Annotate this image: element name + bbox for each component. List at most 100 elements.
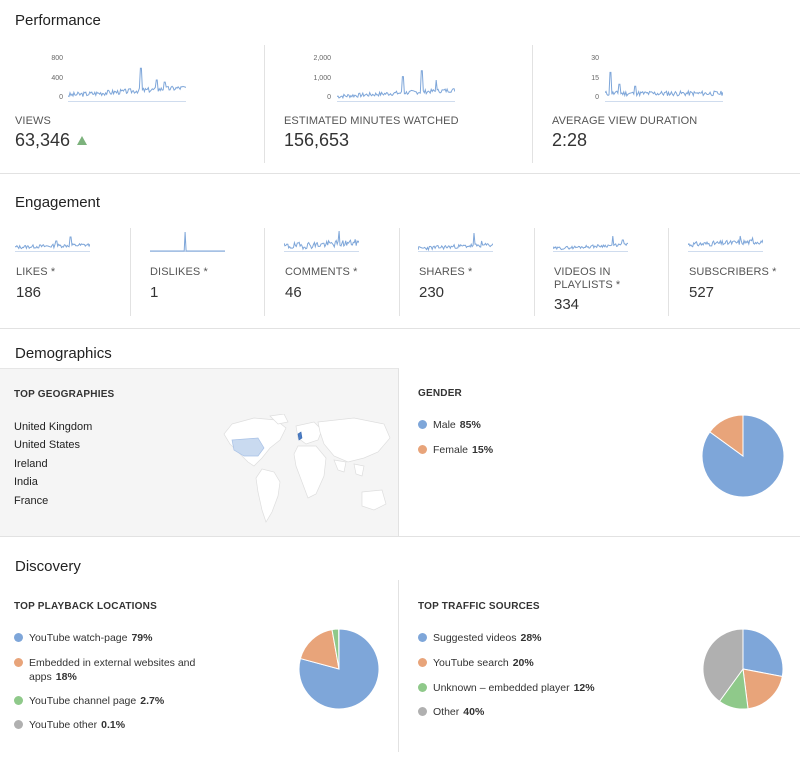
geo-item: Ireland (14, 458, 48, 470)
legend-label: Unknown – embedded player (433, 682, 570, 694)
legend-label: Female (433, 444, 469, 456)
duration-value: 2:28 (552, 130, 588, 150)
pie-slice-suggested-videos[interactable] (742, 629, 783, 678)
gender-legend-male[interactable]: Male 85% (418, 418, 481, 432)
sparkline-series (553, 235, 628, 251)
views-value: 63,346 (15, 130, 88, 151)
dislikes-value: 1 (150, 284, 159, 301)
sparkline-series (605, 71, 723, 98)
engagement-title: Engagement (15, 194, 101, 211)
shares-sparkline (418, 232, 493, 252)
playlists-value: 334 (554, 296, 580, 313)
gender-legend-female[interactable]: Female 15% (418, 443, 493, 457)
minutes-ytick-max: 2,000 (313, 55, 331, 62)
subscribers-sparkline (688, 235, 763, 252)
playback-legend-embedded[interactable]: Embedded in external websites and apps 18… (14, 656, 214, 684)
playlists-label: VIDEOS IN PLAYLISTS * (554, 266, 621, 291)
legend-dot-icon (418, 683, 427, 692)
views-ytick-mid: 400 (51, 75, 63, 82)
playback-pie-chart (299, 629, 379, 709)
duration-label: AVERAGE VIEW DURATION (552, 115, 698, 127)
pie-slice-embedded-in-external-websites-and-apps[interactable] (299, 629, 340, 670)
legend-dot-icon (14, 696, 23, 705)
sparkline-series (15, 236, 90, 250)
sparkline-series (68, 67, 186, 98)
legend-value: 12% (573, 682, 595, 694)
legend-label: YouTube search (433, 657, 509, 669)
likes-label: LIKES * (16, 266, 56, 278)
shares-label: SHARES * (419, 266, 473, 278)
legend-label: YouTube channel page (29, 695, 137, 707)
traffic-legend-suggested[interactable]: Suggested videos 28% (418, 631, 542, 645)
sparkline-series (688, 235, 763, 248)
legend-label: Suggested videos (433, 632, 517, 644)
legend-value: 15% (472, 444, 494, 456)
world-map (223, 414, 391, 523)
legend-dot-icon (14, 720, 23, 729)
legend-value: 40% (463, 706, 485, 718)
sparkline-series (337, 70, 455, 100)
traffic-legend-other[interactable]: Other 40% (418, 705, 484, 719)
minutes-ytick-min: 0 (327, 94, 331, 101)
sparkline-series (150, 231, 225, 252)
traffic-legend-search[interactable]: YouTube search 20% (418, 656, 534, 670)
duration-ytick-mid: 15 (591, 75, 599, 82)
playback-legend-watch-page[interactable]: YouTube watch-page 79% (14, 631, 152, 645)
legend-label: YouTube other (29, 719, 98, 731)
legend-dot-icon (14, 658, 23, 667)
duration-ytick-min: 0 (595, 94, 599, 101)
top-geographies-card[interactable]: TOP GEOGRAPHIES United Kingdom United St… (0, 368, 399, 536)
pie-slice-other[interactable] (703, 629, 744, 703)
pie-slice-youtube-search[interactable] (742, 668, 783, 709)
traffic-legend-embedded[interactable]: Unknown – embedded player 12% (418, 681, 595, 695)
legend-dot-icon (14, 633, 23, 642)
minutes-label: ESTIMATED MINUTES WATCHED (284, 115, 459, 127)
geographies-title: TOP GEOGRAPHIES (14, 389, 115, 400)
legend-label: YouTube watch-page (29, 632, 128, 644)
views-sparkline (68, 67, 186, 102)
legend-dot-icon (418, 633, 427, 642)
legend-value: 0.1% (101, 719, 126, 731)
shares-value: 230 (419, 284, 445, 301)
discovery-title: Discovery (15, 558, 81, 575)
sparkline-series (418, 232, 493, 252)
legend-value: 20% (512, 657, 534, 669)
legend-label: Other (433, 706, 460, 718)
comments-label: COMMENTS * (285, 266, 358, 278)
performance-title: Performance (15, 12, 101, 29)
playlists-sparkline (553, 235, 628, 252)
legend-value: 85% (459, 419, 481, 431)
legend-label: Embedded in external websites and apps (29, 657, 196, 683)
geo-item: France (14, 495, 49, 507)
likes-sparkline (15, 236, 90, 252)
legend-value: 79% (131, 632, 153, 644)
playback-legend-other[interactable]: YouTube other 0.1% (14, 718, 125, 732)
legend-dot-icon (418, 420, 427, 429)
pie-slice-female[interactable] (709, 415, 744, 457)
geo-item: United Kingdom (14, 421, 93, 433)
dislikes-sparkline (150, 231, 225, 252)
legend-dot-icon (418, 445, 427, 454)
minutes-value: 156,653 (284, 130, 350, 150)
duration-sparkline (605, 71, 723, 102)
legend-dot-icon (418, 707, 427, 716)
comments-sparkline (284, 230, 359, 252)
playback-title: TOP PLAYBACK LOCATIONS (14, 601, 157, 612)
minutes-sparkline (337, 70, 455, 102)
dislikes-label: DISLIKES * (150, 266, 208, 278)
gender-pie-chart (702, 415, 784, 497)
minutes-ytick-mid: 1,000 (313, 75, 331, 82)
legend-dot-icon (418, 658, 427, 667)
views-ytick-min: 0 (59, 94, 63, 101)
geo-item: India (14, 476, 38, 488)
duration-ytick-max: 30 (591, 55, 599, 62)
demographics-title: Demographics (15, 345, 112, 362)
subscribers-label: SUBSCRIBERS * (689, 266, 777, 278)
likes-value: 186 (16, 284, 42, 301)
traffic-title: TOP TRAFFIC SOURCES (418, 601, 540, 612)
comments-value: 46 (285, 284, 302, 301)
gender-title: GENDER (418, 388, 462, 399)
legend-value: 18% (55, 671, 77, 683)
traffic-pie-chart (703, 629, 783, 709)
playback-legend-channel-page[interactable]: YouTube channel page 2.7% (14, 694, 164, 708)
